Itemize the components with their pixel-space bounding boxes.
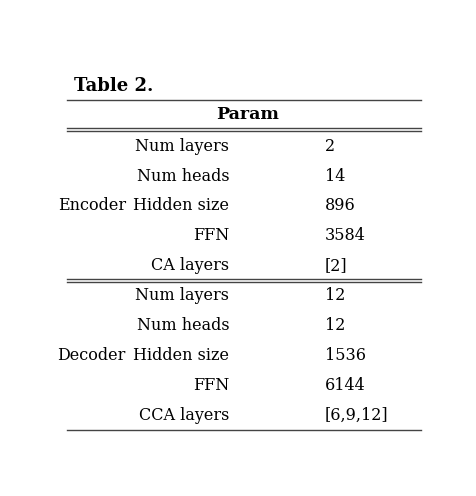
Text: Num layers: Num layers: [135, 287, 229, 304]
Text: FFN: FFN: [193, 376, 229, 394]
Text: Table 2.: Table 2.: [74, 77, 154, 95]
Text: Num heads: Num heads: [137, 168, 229, 185]
Text: CA layers: CA layers: [151, 257, 229, 274]
Text: CCA layers: CCA layers: [139, 407, 229, 424]
Text: 12: 12: [325, 317, 346, 334]
Text: Num layers: Num layers: [135, 138, 229, 155]
Text: Hidden size: Hidden size: [133, 197, 229, 214]
Text: Encoder: Encoder: [58, 197, 126, 214]
Text: Decoder: Decoder: [58, 347, 126, 364]
Text: 6144: 6144: [325, 376, 366, 394]
Text: FFN: FFN: [193, 227, 229, 245]
Text: 896: 896: [325, 197, 356, 214]
Text: [6,9,12]: [6,9,12]: [325, 407, 389, 424]
Text: 14: 14: [325, 168, 346, 185]
Text: Num heads: Num heads: [137, 317, 229, 334]
Text: [2]: [2]: [325, 257, 348, 274]
Text: 3584: 3584: [325, 227, 366, 245]
Text: 2: 2: [325, 138, 335, 155]
Text: 12: 12: [325, 287, 346, 304]
Text: Param: Param: [216, 107, 279, 124]
Text: 1536: 1536: [325, 347, 366, 364]
Text: Hidden size: Hidden size: [133, 347, 229, 364]
